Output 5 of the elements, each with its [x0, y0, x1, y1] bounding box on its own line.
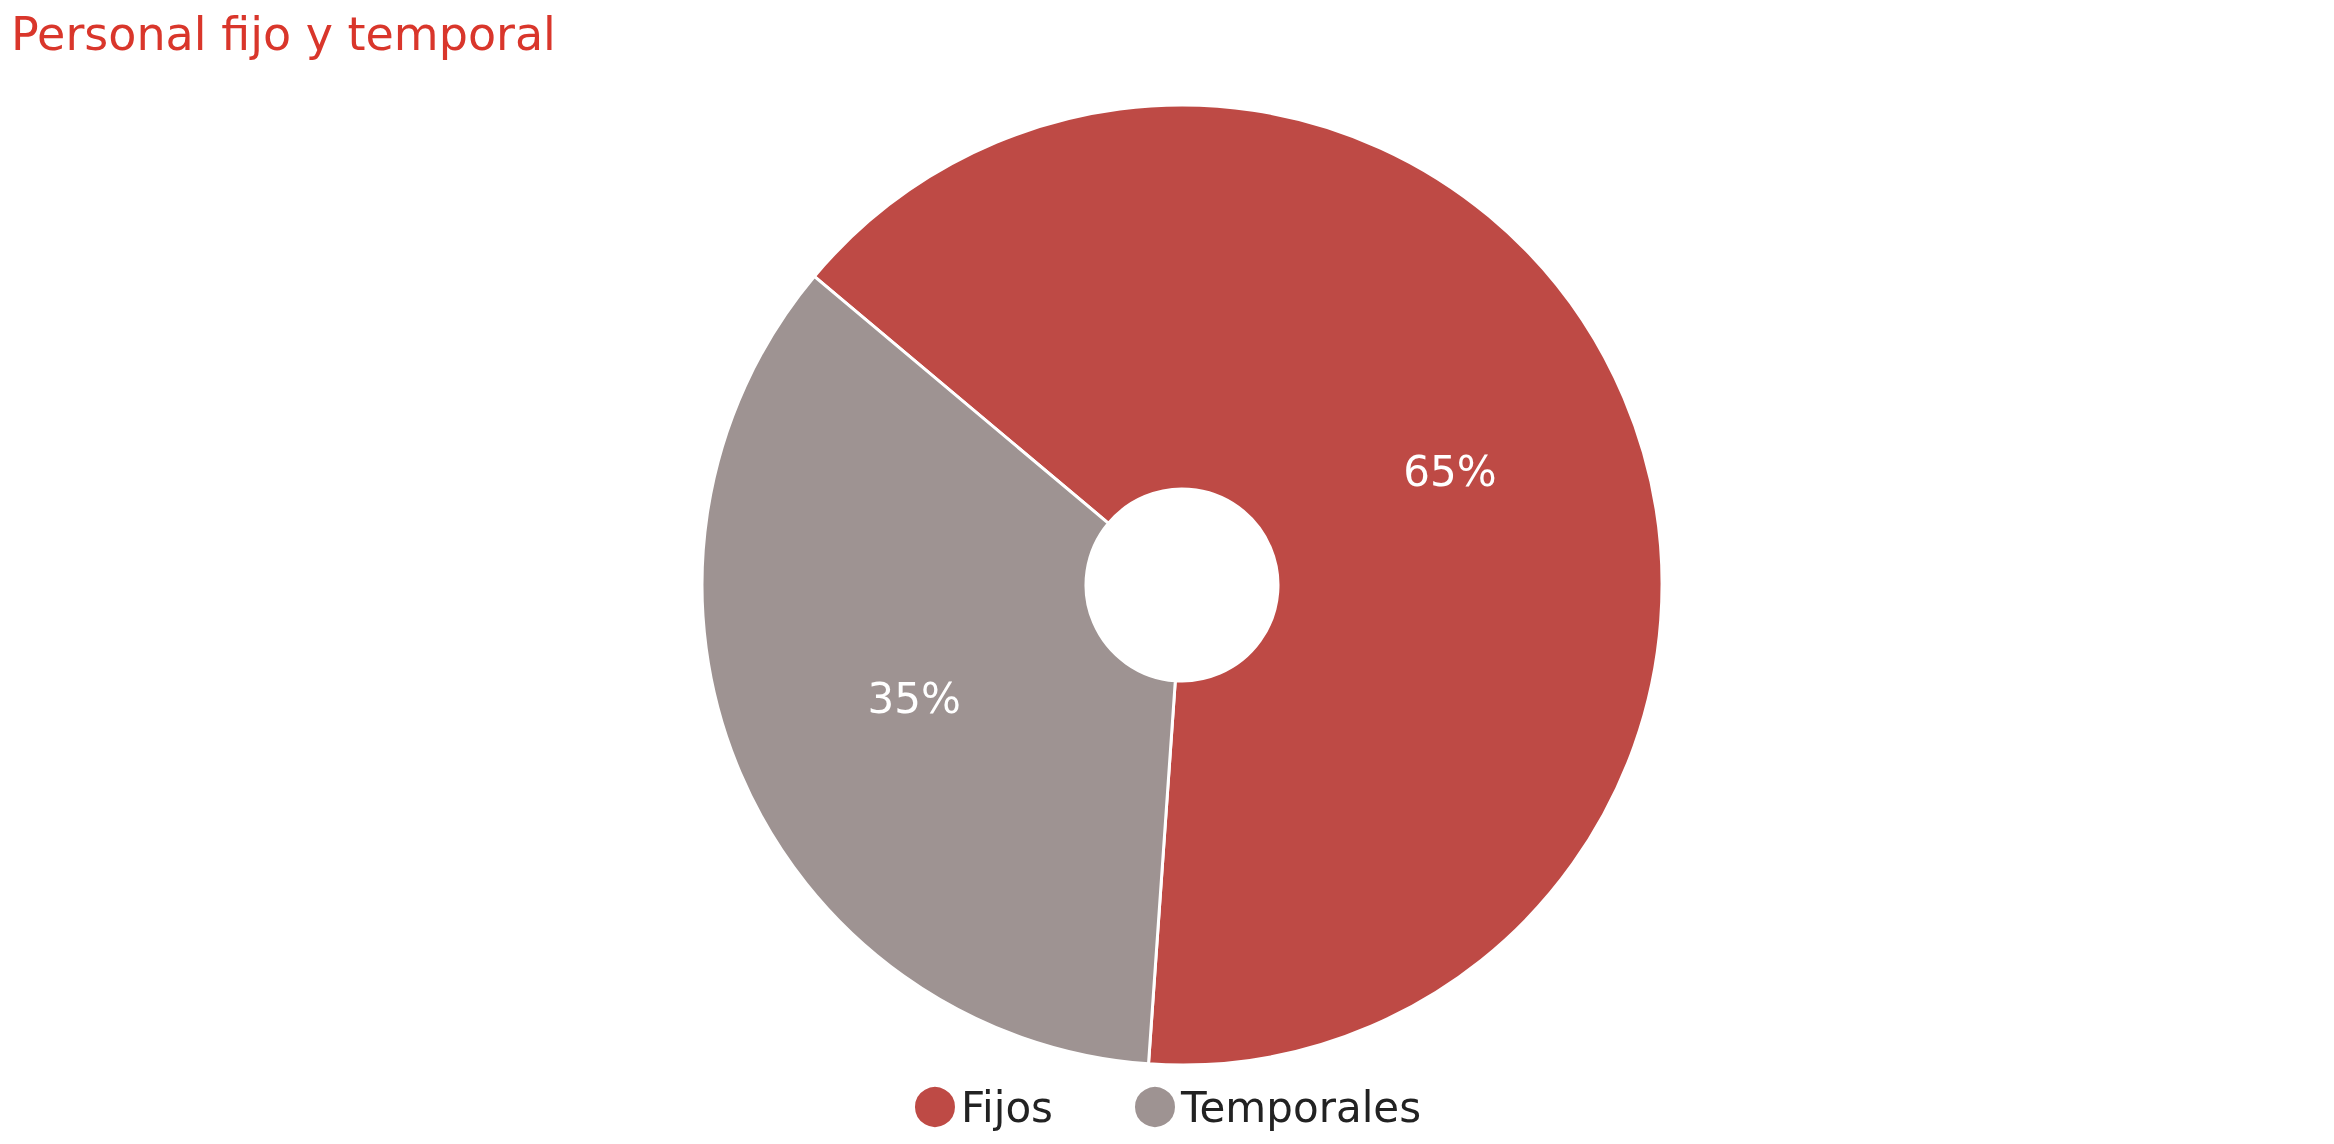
data-label: 65%	[1403, 446, 1497, 496]
legend-label: Temporales	[1180, 1082, 1422, 1132]
text: Personal fijo y temporal	[11, 7, 556, 61]
data-label: 35%	[867, 674, 961, 724]
legend-label: Fijos	[960, 1082, 1054, 1132]
